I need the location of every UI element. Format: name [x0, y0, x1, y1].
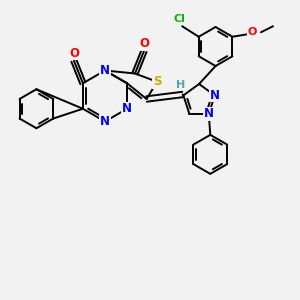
Text: N: N — [100, 115, 110, 128]
Text: O: O — [69, 47, 79, 60]
Text: H: H — [176, 80, 186, 90]
Text: N: N — [204, 107, 214, 120]
Text: N: N — [210, 89, 220, 102]
Text: S: S — [153, 75, 161, 88]
Text: Cl: Cl — [173, 14, 185, 24]
Text: O: O — [247, 27, 257, 37]
Text: N: N — [100, 64, 110, 77]
Text: O: O — [139, 37, 149, 50]
Text: N: N — [122, 102, 132, 115]
